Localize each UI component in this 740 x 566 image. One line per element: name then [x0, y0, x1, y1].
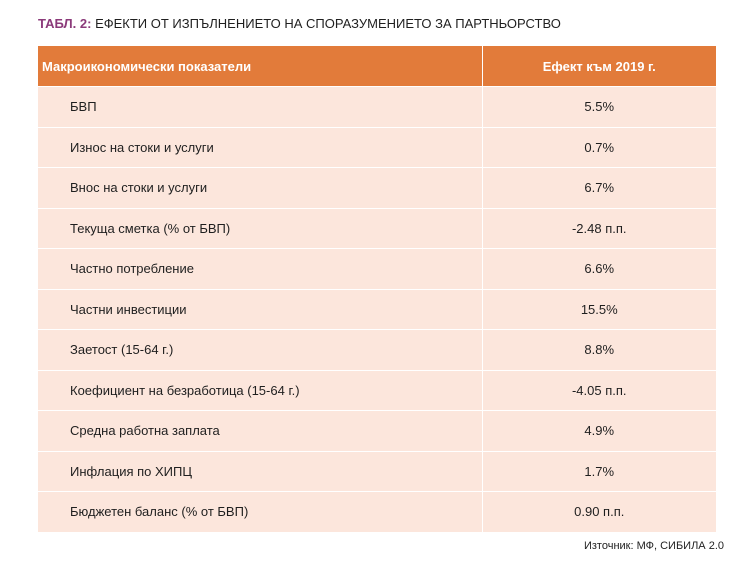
effect-value-cell: -4.05 п.п. [481, 369, 716, 411]
table-title-text: ЕФЕКТИ ОТ ИЗПЪЛНЕНИЕТО НА СПОРАЗУМЕНИЕТО… [95, 16, 561, 31]
effect-value-cell: 6.7% [481, 167, 716, 208]
table-row: Коефициент на безработица (15-64 г.) -4.0… [38, 369, 716, 411]
header-indicator: Макроикономически показатели [38, 46, 482, 87]
table-row: Частни инвестиции 15.5% [38, 288, 716, 330]
indicator-cell: Текуща сметка (% от БВП) [38, 207, 482, 249]
table-row: Текуща сметка (% от БВП) -2.48 п.п. [38, 207, 716, 249]
table-header-row: Макроикономически показатели Ефект към 2… [38, 46, 716, 87]
source-note: Източник: МФ, СИБИЛА 2.0 [583, 540, 724, 552]
effect-value-cell: 0.7% [481, 126, 716, 168]
table-row: Бюджетен баланс (% от БВП) 0.90 п.п. [38, 491, 716, 532]
effect-value-cell: -2.48 п.п. [481, 207, 716, 249]
table-title: ТАБЛ. 2: ЕФЕКТИ ОТ ИЗПЪЛНЕНИЕТО НА СПОРА… [38, 16, 561, 31]
indicator-cell: Внос на стоки и услуги [38, 167, 482, 208]
effect-value-cell: 1.7% [481, 450, 716, 492]
effects-table: Макроикономически показатели Ефект към 2… [38, 46, 716, 532]
effect-value-cell: 0.90 п.п. [481, 491, 716, 532]
indicator-cell: Коефициент на безработица (15-64 г.) [38, 369, 482, 411]
effect-value-cell: 15.5% [481, 288, 716, 330]
indicator-cell: Инфлация по ХИПЦ [38, 450, 482, 492]
indicator-cell: Средна работна заплата [38, 410, 482, 451]
effect-value-cell: 5.5% [481, 86, 716, 127]
indicator-cell: БВП [38, 86, 482, 127]
table-row: Внос на стоки и услуги 6.7% [38, 167, 716, 208]
effect-value-cell: 6.6% [481, 248, 716, 289]
indicator-cell: Износ на стоки и услуги [38, 126, 482, 168]
table-row: Заетост (15-64 г.) 8.8% [38, 329, 716, 370]
header-effect: Ефект към 2019 г. [481, 46, 716, 87]
indicator-cell: Бюджетен баланс (% от БВП) [38, 491, 482, 532]
table-number: ТАБЛ. 2: [38, 16, 92, 31]
indicator-cell: Заетост (15-64 г.) [38, 329, 482, 370]
effect-value-cell: 4.9% [481, 410, 716, 451]
table-row: Износ на стоки и услуги 0.7% [38, 126, 716, 168]
indicator-cell: Частно потребление [38, 248, 482, 289]
table-row: БВП 5.5% [38, 86, 716, 127]
table-row: Средна работна заплата 4.9% [38, 410, 716, 451]
effect-value-cell: 8.8% [481, 329, 716, 370]
table-row: Частно потребление 6.6% [38, 248, 716, 289]
table-row: Инфлация по ХИПЦ 1.7% [38, 450, 716, 492]
indicator-cell: Частни инвестиции [38, 288, 482, 330]
